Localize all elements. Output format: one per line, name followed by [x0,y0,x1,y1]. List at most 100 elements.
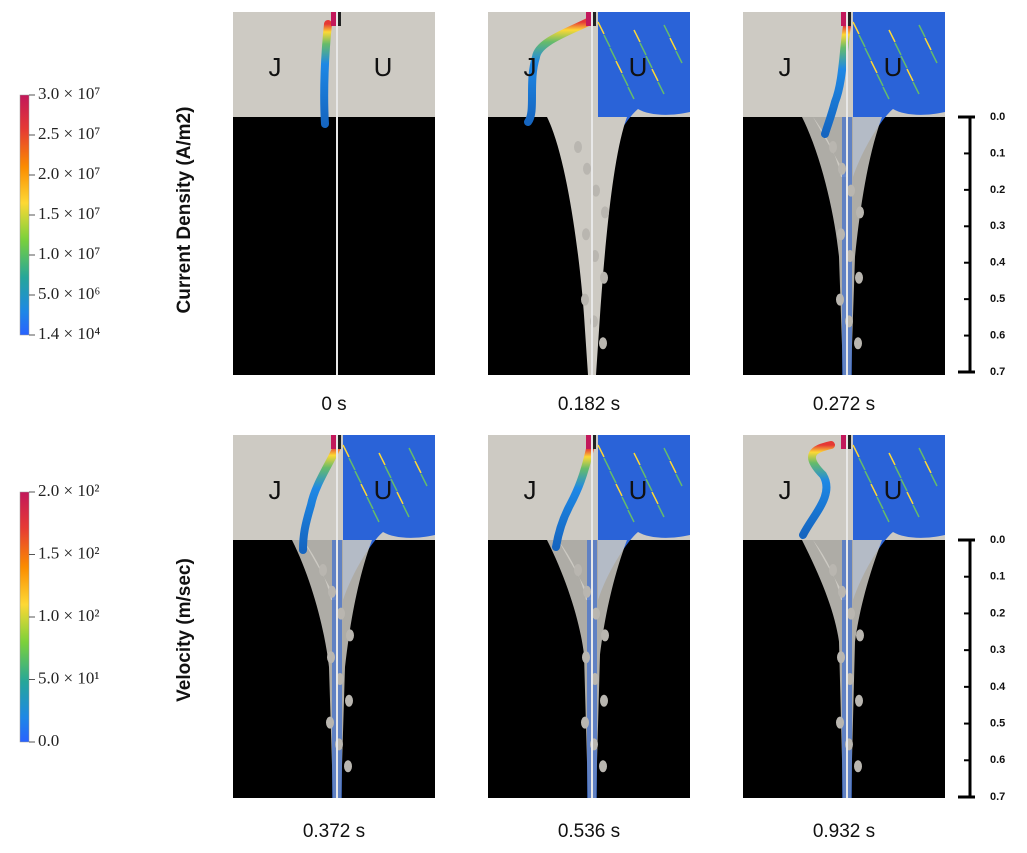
droplet [855,694,863,707]
droplet [345,694,353,707]
velocity-field [849,12,945,177]
droplet [854,760,862,773]
colorbar-label: 2.0 × 10⁷ [38,164,100,183]
field-streak [675,473,683,487]
field-streak [876,73,884,87]
field-streak [633,29,641,43]
field-streak [657,81,665,95]
field-streak [900,478,908,492]
velocity-field [594,12,690,177]
torch-tip [841,12,846,26]
field-streak [384,465,392,479]
torch-tip-dark [848,12,851,26]
droplet [856,629,864,642]
velocity-field [849,435,945,600]
gas-plume [547,117,627,375]
colorbar-label: 1.4 × 10⁴ [38,324,100,343]
liquid-region [233,117,435,375]
scale-label: 0.0 [990,111,1005,123]
field-streak [876,496,884,510]
field-streak [882,509,890,523]
torch-tip-dark [593,12,596,26]
time-label: 0.536 s [558,821,620,842]
droplet [601,629,609,642]
field-streak [372,509,380,523]
torch-tip [331,435,336,449]
jet [524,18,592,126]
field-streak [402,504,410,518]
colorbar-label: 3.0 × 10⁷ [38,84,100,103]
torch-tip-dark [848,435,851,449]
field-streak [864,470,872,484]
field-streak [609,47,617,61]
field-streak [597,21,605,35]
field-streak [669,37,677,51]
scale-label: 0.2 [990,184,1005,196]
torch-tip [586,435,591,449]
colorbar-label: 1.0 × 10² [38,606,99,625]
droplet [583,162,591,175]
field-streak [900,55,908,69]
colorbar-label: 2.0 × 10² [38,481,99,500]
droplet [581,716,589,729]
droplet [829,141,837,153]
field-streak [603,34,611,48]
label-u: U [884,52,903,82]
field-streak [912,81,920,95]
field-streak [360,483,368,497]
field-streak [924,460,932,474]
field-streak [342,444,350,458]
field-streak [657,504,665,518]
colorbar-label: 5.0 × 10⁶ [38,284,100,303]
field-streak [912,504,920,518]
field-streak [918,447,926,461]
time-label: 0.372 s [303,821,365,842]
colorbar-label: 1.5 × 10² [38,543,99,562]
droplet [582,228,590,241]
field-streak [603,457,611,471]
droplet [836,716,844,729]
scale-label: 0.6 [990,754,1005,766]
droplet [326,716,334,729]
time-label: 0.182 s [558,394,620,415]
velocity-field [594,435,690,600]
torch-tip [841,435,846,449]
colorbar-label: 1.5 × 10⁷ [38,204,100,223]
field-streak [888,29,896,43]
field-streak [633,452,641,466]
field-streak [615,60,623,74]
gas-region [233,12,435,117]
scale-label: 0.5 [990,717,1005,729]
scale-label: 0.3 [990,644,1005,656]
field-streak [408,447,416,461]
field-streak [639,42,647,56]
droplet [829,564,837,576]
label-j: J [779,475,792,505]
time-label: 0.932 s [813,821,875,842]
field-streak [906,68,914,82]
field-streak [645,478,653,492]
field-streak [366,496,374,510]
droplet [582,651,590,664]
label-j: J [269,52,282,82]
field-streak [675,50,683,64]
colorbar [19,491,30,743]
droplet [583,585,591,598]
colorbar-label: 2.5 × 10⁷ [38,124,100,143]
droplet [847,184,855,197]
colorbar-label: 1.0 × 10⁷ [38,244,100,263]
field-streak [864,47,872,61]
field-streak [852,21,860,35]
droplet [837,651,845,664]
field-streak [420,473,428,487]
droplet [319,564,327,576]
scale-label: 0.2 [990,607,1005,619]
field-streak [651,491,659,505]
colorbar [19,94,30,336]
jet [320,20,332,128]
